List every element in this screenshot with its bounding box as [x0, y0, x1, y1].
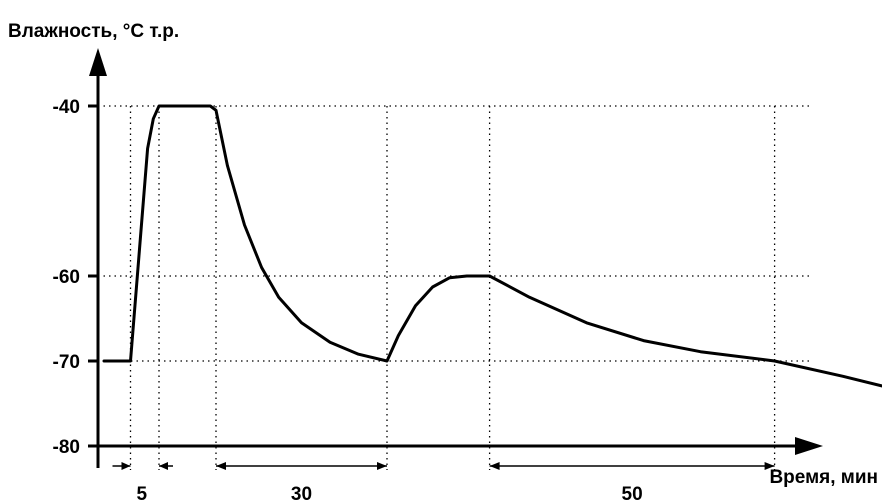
interval-arrow-head: [121, 462, 131, 470]
grid-lines: [98, 105, 812, 362]
y-tick-label: -40: [53, 97, 80, 118]
y-tick-label: -70: [53, 352, 80, 373]
interval-50: 50: [489, 462, 775, 504]
interval-label: 5: [136, 484, 147, 504]
series-line: [102, 104, 882, 388]
interval-5: 5: [112, 462, 173, 504]
x-axis-label: Время, мин: [769, 467, 878, 488]
y-tick-label: -80: [53, 437, 80, 458]
axes: [89, 48, 823, 468]
interval-arrow-head: [159, 462, 168, 470]
interval-arrow-head: [764, 462, 775, 470]
interval-30: 30: [216, 462, 387, 504]
interval-arrow-head: [216, 462, 226, 470]
interval-arrow-head: [377, 462, 387, 470]
interval-label: 30: [291, 484, 312, 504]
y-axis-arrow: [89, 48, 107, 76]
interval-arrows: 5 30 50: [112, 462, 775, 504]
guide-lines: [129, 106, 776, 470]
interval-label: 50: [622, 484, 643, 504]
y-axis-label: Влажность, °С т.р.: [8, 21, 179, 42]
interval-arrow-head: [489, 462, 500, 470]
y-ticks: -40 -60 -70 -80: [53, 97, 98, 458]
y-tick-label: -60: [53, 267, 80, 288]
x-axis-arrow: [795, 437, 823, 455]
